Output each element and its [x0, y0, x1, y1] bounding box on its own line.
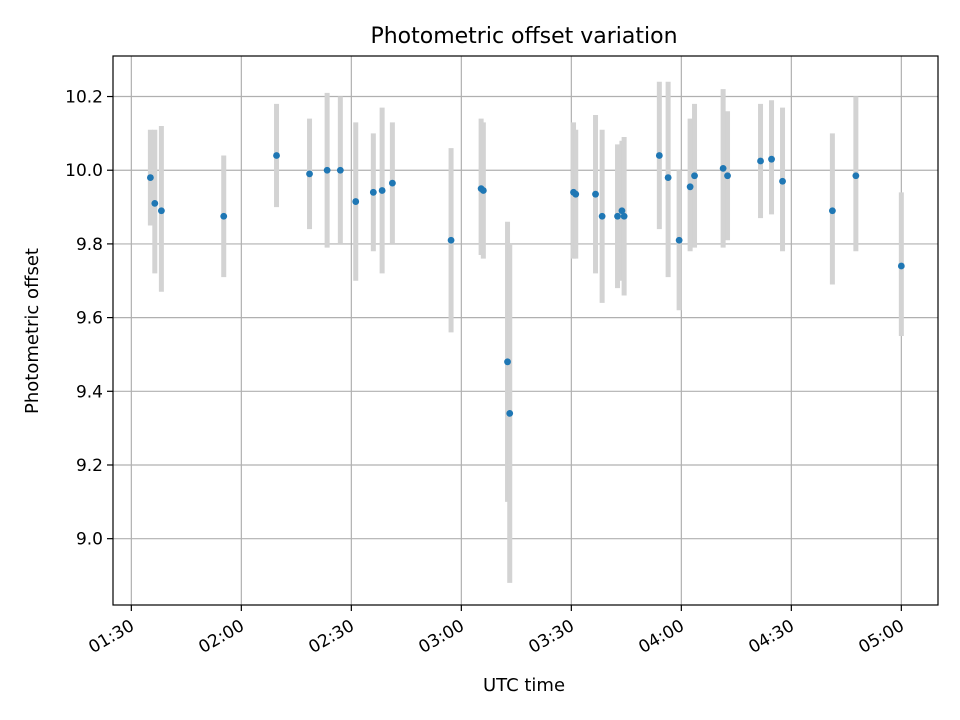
data-point	[664, 174, 672, 181]
data-point	[897, 262, 905, 270]
data-point	[504, 358, 511, 366]
data-point	[686, 183, 694, 191]
y-tick-label: 9.4	[76, 382, 103, 402]
data-point	[779, 177, 786, 185]
data-point	[620, 212, 628, 220]
data-point	[479, 187, 487, 194]
x-tick-label: 03:00	[415, 616, 467, 658]
x-axis-label: UTC time	[483, 675, 565, 696]
data-point	[675, 236, 683, 244]
y-tick-label: 9.6	[76, 309, 103, 329]
data-point	[158, 207, 165, 215]
data-point	[147, 174, 154, 181]
x-tick-label: 05:00	[855, 616, 907, 658]
data-point	[378, 187, 386, 194]
data-point	[724, 172, 731, 180]
data-point	[719, 164, 727, 172]
data-point	[220, 212, 228, 220]
y-tick-label: 9.0	[76, 530, 103, 550]
data-points	[147, 152, 905, 417]
x-tick-label: 03:30	[525, 616, 577, 658]
data-point	[572, 190, 580, 198]
data-point	[306, 170, 313, 178]
data-point	[369, 188, 377, 196]
data-point	[691, 172, 698, 180]
x-tick-label: 01:30	[85, 616, 137, 658]
data-point	[598, 212, 606, 220]
data-point	[655, 152, 663, 159]
x-tick-label: 04:00	[635, 616, 687, 658]
chart-title: Photometric offset variation	[370, 24, 677, 49]
grid-lines	[113, 56, 938, 605]
data-point	[447, 236, 455, 244]
plot-area-frame	[112, 55, 939, 606]
data-point	[592, 190, 599, 198]
error-bars	[147, 81, 904, 583]
x-axis-ticks: 01:30 02:00 02:30 03:00 03:30 04:00 04:30 05:00	[85, 605, 908, 658]
y-axis-label: Photometric offset	[22, 248, 43, 414]
x-tick-label: 04:30	[745, 616, 797, 658]
data-point	[273, 152, 280, 159]
data-point	[323, 166, 331, 174]
x-tick-label: 02:00	[195, 616, 247, 658]
data-point	[618, 207, 626, 215]
data-point	[336, 166, 344, 174]
data-point	[506, 410, 514, 417]
y-tick-label: 9.8	[76, 235, 103, 255]
y-axis-ticks: 9.0 9.2 9.4 9.6 9.8 10.0 10.2	[65, 88, 113, 550]
data-point	[614, 212, 621, 220]
data-point	[829, 207, 836, 215]
y-tick-label: 10.2	[65, 88, 103, 108]
y-tick-label: 9.2	[76, 456, 103, 476]
data-point	[768, 155, 775, 163]
data-point	[757, 157, 764, 165]
data-point	[389, 179, 396, 187]
y-tick-label: 10.0	[65, 161, 103, 181]
data-point	[852, 172, 860, 180]
x-tick-label: 02:30	[305, 616, 357, 658]
data-point	[352, 198, 360, 205]
data-point	[151, 199, 159, 207]
